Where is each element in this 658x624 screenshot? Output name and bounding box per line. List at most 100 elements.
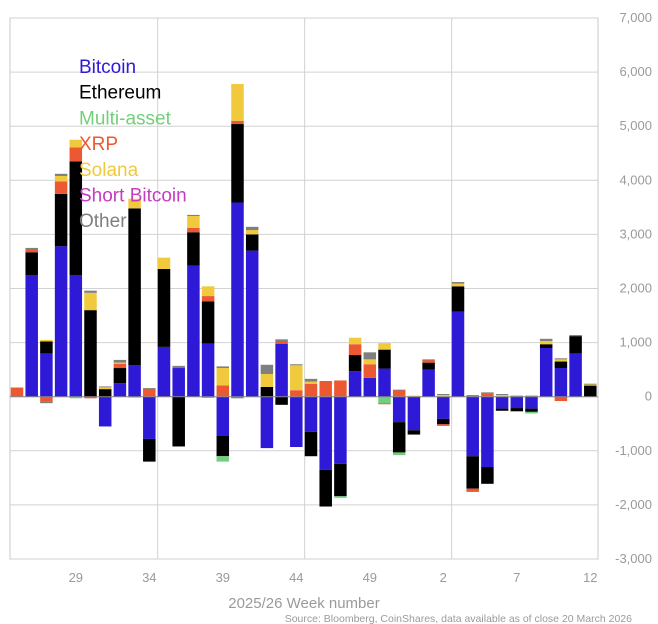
bar-segment-bitcoin (378, 368, 391, 397)
y-axis-ticks: 7,000 6,000 5,000 4,000 3,000 2,000 1,000 0 -1,0… (615, 10, 652, 566)
bar-segment-solana (113, 362, 127, 364)
bar-segment-multi-asset (69, 396, 83, 399)
bar-segment-xrp (584, 384, 597, 386)
bar-segment-solana (554, 359, 568, 362)
bar-segment-ethereum (392, 422, 406, 453)
bar-segment-solana (451, 283, 465, 287)
y-tick-label: -1,000 (615, 443, 652, 458)
bar-segment-solana (348, 337, 362, 345)
bar-segment-solana (363, 359, 377, 365)
bar-segment-bitcoin (201, 343, 215, 397)
bar-segment-solana (69, 139, 83, 148)
bar-segment-solana (216, 368, 230, 386)
bar-segment-bitcoin (348, 371, 362, 397)
bar-segment-solana (40, 339, 53, 342)
bar-segment-other (392, 389, 406, 391)
bar-segment-ethereum (451, 286, 465, 312)
bar-segment-other (260, 364, 274, 374)
bar-segment-ethereum (378, 349, 391, 369)
bar-segment-ethereum (510, 408, 524, 412)
bar-segment-other (466, 395, 479, 397)
bar-segment-ethereum (437, 418, 450, 425)
bar-segment-solana (98, 386, 112, 390)
bar-segment-other (245, 226, 259, 231)
bar-segment-ethereum (98, 389, 112, 397)
bar-segment-ethereum (84, 310, 97, 397)
bar-segment-bitcoin (334, 396, 347, 464)
bar-segment-ethereum (143, 438, 156, 462)
bar-segment-bitcoin (143, 396, 156, 439)
bar-segment-bitcoin (275, 343, 288, 397)
gridlines (9, 17, 599, 560)
bar-segment-ethereum (348, 355, 362, 372)
bar-segment-solana (84, 292, 97, 311)
bar-segment-solana (54, 175, 68, 182)
bar-segment-other (40, 401, 53, 404)
bar-segment-ethereum (54, 193, 68, 247)
bar-segment-other (437, 393, 450, 396)
bar-segment-xrp (54, 181, 68, 194)
bars (10, 84, 597, 507)
bar-segment-other (275, 339, 288, 341)
bar-segment-bitcoin (392, 396, 406, 423)
bar-segment-ethereum (231, 124, 244, 203)
bar-segment-other (25, 247, 38, 249)
bar-segment-other (172, 365, 185, 369)
bar-segment-xrp (216, 385, 230, 397)
bar-segment-bitcoin (40, 353, 53, 397)
bar-segment-bitcoin (539, 348, 553, 397)
bar-segment-other (98, 386, 112, 388)
bar-segment-solana (584, 384, 597, 386)
bar-segment-other (84, 290, 97, 293)
bar-segment-bitcoin (128, 365, 141, 397)
bar-segment-xrp (392, 390, 406, 397)
bar-segment-other (584, 383, 597, 385)
bar-segment-xrp (334, 380, 347, 397)
legend-entry-xrp: XRP (79, 134, 118, 155)
bar-segment-solana (231, 84, 244, 121)
bar-segment-ethereum (304, 431, 318, 457)
bar-segment-xrp (187, 227, 200, 233)
bar-segment-bitcoin (260, 396, 274, 449)
bar-segment-other (201, 396, 215, 398)
bar-segment-bitcoin (451, 311, 465, 397)
bar-segment-xrp (348, 344, 362, 356)
bar-segment-solana (201, 286, 215, 297)
bar-segment-xrp (10, 387, 24, 397)
x-tick-label: 29 (69, 570, 83, 585)
bar-segment-bitcoin (172, 368, 185, 397)
bar-segment-ethereum (172, 396, 185, 447)
bar-segment-bitcoin (554, 368, 568, 397)
x-tick-label: 39 (216, 570, 230, 585)
bar-segment-solana (495, 395, 509, 397)
bar-segment-ethereum (554, 361, 568, 369)
bar-segment-ethereum (466, 456, 479, 489)
bar-segment-ethereum (69, 161, 83, 275)
bar-segment-ethereum (495, 408, 509, 411)
bar-segment-xrp (40, 396, 53, 402)
bar-segment-solana (407, 395, 421, 397)
bar-segment-other (481, 392, 494, 394)
bar-segment-other (510, 395, 524, 397)
bar-segment-bitcoin (187, 265, 200, 397)
bar-segment-ethereum (201, 301, 215, 344)
bar-segment-other (187, 214, 200, 216)
bar-segment-bitcoin (54, 246, 68, 397)
bar-segment-xrp (363, 364, 377, 378)
bar-segment-other (422, 359, 435, 361)
bar-segment-xrp (275, 340, 288, 344)
bar-segment-multi-asset (334, 496, 347, 498)
legend-entry-other: Other (79, 211, 127, 232)
bar-segment-xrp (69, 147, 83, 162)
bar-segment-other (216, 366, 230, 369)
y-tick-label: 7,000 (619, 10, 652, 25)
bar-segment-ethereum (334, 463, 347, 497)
bar-segment-ethereum (25, 252, 38, 275)
bar-segment-solana (245, 230, 259, 235)
bar-segment-other (113, 359, 127, 363)
y-tick-label: 2,000 (619, 281, 652, 296)
bar-segment-ethereum (584, 385, 597, 397)
bar-segment-xrp (319, 381, 332, 397)
bar-segment-bitcoin (216, 396, 230, 436)
legend: Bitcoin Ethereum Multi-asset XRP Solana Short… (79, 57, 187, 232)
